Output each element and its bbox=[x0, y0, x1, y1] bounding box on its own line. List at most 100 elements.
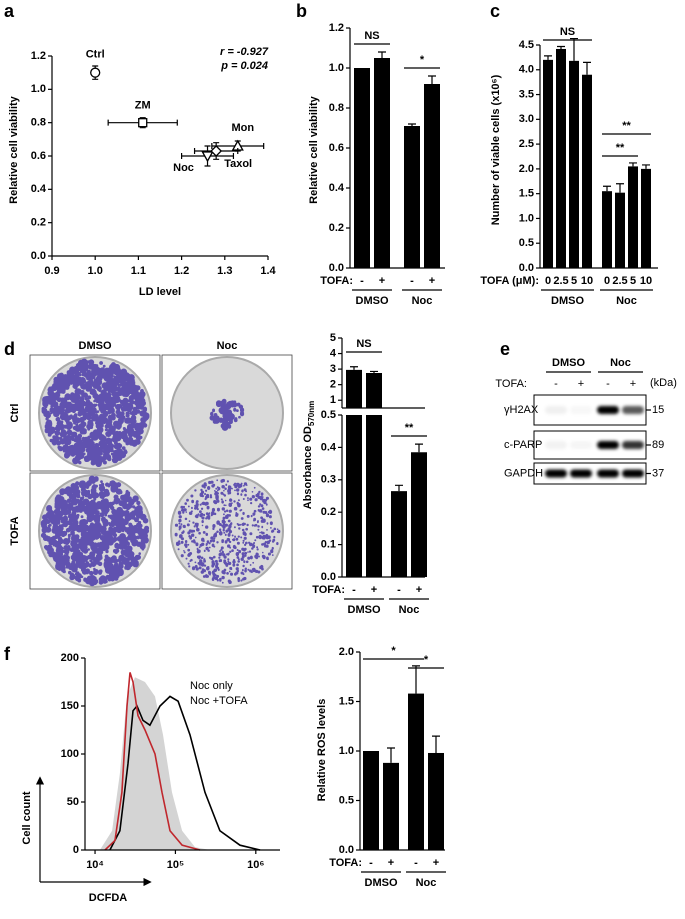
x-axis-title: DCFDA bbox=[89, 892, 128, 904]
error-bar bbox=[370, 370, 378, 373]
group-label: DMSO bbox=[552, 357, 585, 369]
column-header: Noc bbox=[217, 340, 238, 352]
significance-label: * bbox=[391, 645, 396, 657]
significance-label: NS bbox=[560, 26, 575, 38]
bar bbox=[383, 762, 399, 850]
x-tick-label: - bbox=[360, 275, 364, 287]
y-tick-label: 1.2 bbox=[31, 50, 46, 62]
error-bar bbox=[428, 75, 436, 84]
x-tick-label: - bbox=[369, 857, 373, 869]
y-axis-title-main: Absorbance OD bbox=[302, 426, 314, 509]
y-tick-label: 0.0 bbox=[519, 262, 534, 274]
significance-label: NS bbox=[356, 338, 371, 350]
treatment: - bbox=[554, 378, 558, 390]
x-tick-label: 10⁵ bbox=[167, 859, 184, 871]
panel-label: c bbox=[490, 1, 500, 21]
group-label: DMSO bbox=[356, 295, 389, 307]
x-tick-label: + bbox=[371, 584, 377, 596]
annotation: r = -0.927 bbox=[220, 46, 269, 58]
bar bbox=[363, 751, 379, 850]
y-tick-label: 0.5 bbox=[339, 794, 354, 806]
y-axis-title-sub: 570nm bbox=[307, 401, 316, 426]
point-label: Ctrl bbox=[86, 49, 105, 61]
y-tick-label: 2.0 bbox=[519, 163, 534, 175]
x-tick-label: 0 bbox=[545, 275, 551, 287]
significance-label: * bbox=[424, 654, 429, 666]
y-axis-title: Number of viable cells (x10⁶) bbox=[490, 74, 502, 225]
y-axis-title: Relative cell viability bbox=[8, 95, 20, 203]
point-label: Taxol bbox=[224, 158, 252, 170]
group-label: DMSO bbox=[348, 604, 381, 616]
x-tick-label: 10⁴ bbox=[86, 859, 104, 871]
y-tick-label: 0.6 bbox=[31, 150, 46, 162]
y-tick-label: 0.3 bbox=[321, 474, 336, 486]
error-bar bbox=[378, 51, 386, 58]
error-bar bbox=[603, 185, 611, 192]
band bbox=[597, 441, 619, 449]
y-tick-label: 1.2 bbox=[329, 22, 344, 34]
error-bar bbox=[432, 735, 440, 753]
x-tick-label: - bbox=[352, 584, 356, 596]
legend-entry: Noc +TOFA bbox=[190, 695, 248, 707]
error-bar bbox=[570, 37, 578, 61]
x-tick-label: - bbox=[414, 857, 418, 869]
point-label: Mon bbox=[231, 122, 254, 134]
row-label: GAPDH bbox=[504, 467, 543, 479]
group-label: Noc bbox=[399, 604, 420, 616]
row-header: TOFA bbox=[9, 516, 21, 545]
y-tick-label: 0.0 bbox=[339, 844, 354, 856]
x-tick-label: 5 bbox=[630, 275, 636, 287]
error-bar bbox=[408, 123, 416, 126]
y-tick-label: 1.0 bbox=[339, 745, 354, 757]
histogram-line bbox=[109, 695, 261, 851]
y-tick-label: 1.0 bbox=[31, 83, 46, 95]
x-tick-label: 0 bbox=[604, 275, 610, 287]
band bbox=[597, 469, 619, 478]
band bbox=[622, 469, 644, 478]
category-label: TOFA: bbox=[329, 857, 362, 869]
point-label: ZM bbox=[135, 100, 151, 112]
bar bbox=[374, 58, 390, 268]
y-tick-label: 0 bbox=[73, 844, 79, 856]
bar bbox=[641, 168, 651, 268]
panel-label: a bbox=[4, 1, 15, 21]
point bbox=[90, 67, 101, 78]
error-bar bbox=[557, 45, 565, 49]
x-tick-label: + bbox=[379, 275, 385, 287]
bar bbox=[366, 373, 382, 408]
error-bar bbox=[415, 443, 423, 453]
row-header: Ctrl bbox=[9, 404, 21, 423]
unit-label: (kDa) bbox=[650, 377, 677, 389]
band bbox=[570, 441, 592, 449]
x-tick-label: 2.5 bbox=[612, 275, 627, 287]
x-tick-label: + bbox=[429, 275, 435, 287]
annotation: p = 0.024 bbox=[220, 60, 268, 72]
y-tick-label: 0.4 bbox=[329, 182, 345, 194]
band bbox=[622, 406, 644, 414]
y-axis-title: Relative cell viability bbox=[308, 95, 320, 203]
y-tick-label: 1.0 bbox=[329, 62, 344, 74]
panel-label: d bbox=[4, 339, 15, 359]
y-tick-label: 5 bbox=[330, 332, 336, 344]
y-tick-label: 2 bbox=[330, 379, 336, 391]
band bbox=[545, 406, 567, 414]
histogram-area bbox=[99, 677, 210, 850]
y-tick-label: 0.2 bbox=[321, 506, 336, 518]
panel-label: f bbox=[4, 644, 11, 664]
x-tick-label: 1.1 bbox=[131, 265, 146, 277]
y-tick-label: 0.0 bbox=[321, 571, 336, 583]
error-bar bbox=[629, 162, 637, 167]
treatment: - bbox=[606, 378, 610, 390]
bar bbox=[428, 752, 444, 850]
treatment-label: TOFA: bbox=[495, 378, 527, 390]
x-tick-label: 0.9 bbox=[44, 265, 59, 277]
y-tick-label: 3 bbox=[330, 363, 336, 375]
y-tick-label: 0.6 bbox=[329, 142, 344, 154]
colonies bbox=[40, 475, 150, 587]
x-tick-label: 10 bbox=[640, 275, 652, 287]
point bbox=[138, 118, 148, 128]
y-tick-label: 0.4 bbox=[31, 183, 47, 195]
bar bbox=[543, 59, 553, 268]
x-axis-title: LD level bbox=[139, 286, 181, 298]
category-label: TOFA (μM): bbox=[480, 275, 539, 287]
